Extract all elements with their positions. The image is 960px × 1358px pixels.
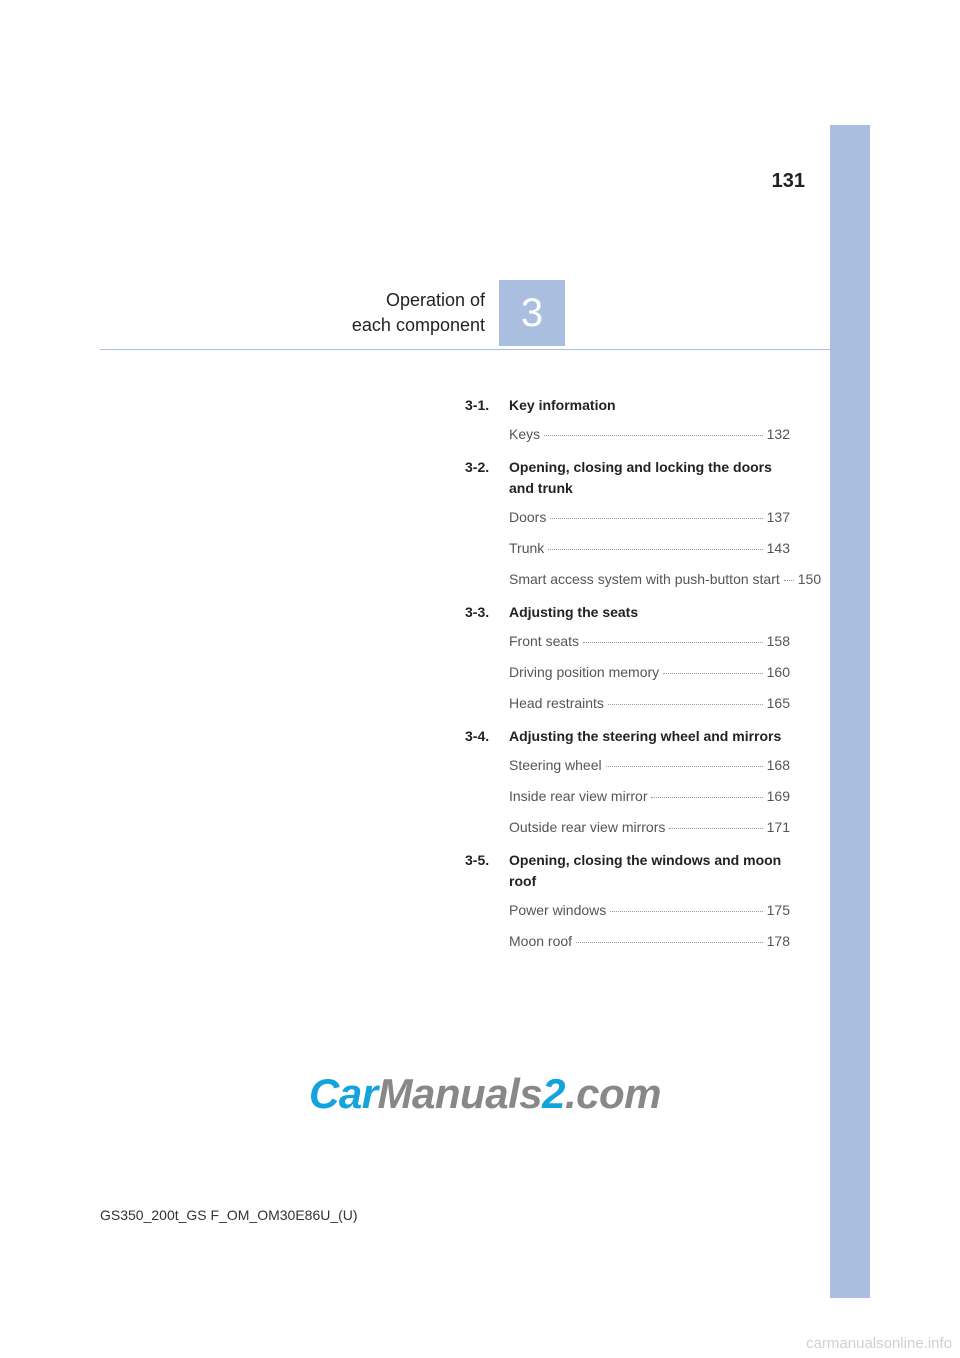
toc-dots — [610, 911, 762, 912]
toc-item-page: 143 — [767, 538, 790, 559]
toc-item: Inside rear view mirror 169 — [509, 786, 790, 807]
toc-item: Keys 132 — [509, 424, 790, 445]
chapter-title-line2: each component — [352, 313, 485, 338]
chapter-number-badge: 3 — [499, 280, 565, 346]
toc-item-page: 178 — [767, 931, 790, 952]
toc-item: Steering wheel 168 — [509, 755, 790, 776]
toc-item-page: 175 — [767, 900, 790, 921]
toc-dots — [784, 580, 794, 581]
toc-item-page: 160 — [767, 662, 790, 683]
toc-section-number: 3-4. — [465, 726, 509, 747]
toc-dots — [669, 828, 762, 829]
toc-item-page: 132 — [767, 424, 790, 445]
toc-section-number: 3-3. — [465, 602, 509, 623]
toc-item: Outside rear view mirrors 171 — [509, 817, 790, 838]
toc-section-title: Key information — [509, 395, 790, 416]
watermark-part-car: Car — [309, 1070, 378, 1117]
toc-item-page: 137 — [767, 507, 790, 528]
toc-item-label: Steering wheel — [509, 755, 602, 776]
toc-item-label: Head restraints — [509, 693, 604, 714]
chapter-title: Operation of each component — [352, 288, 485, 338]
page-number: 131 — [772, 170, 805, 193]
toc-item: Driving position memory 160 — [509, 662, 790, 683]
toc-item-label: Front seats — [509, 631, 579, 652]
toc-item: Moon roof 178 — [509, 931, 790, 952]
side-tab-thumb — [830, 125, 870, 255]
side-tab-column — [830, 255, 870, 1298]
toc-item: Front seats 158 — [509, 631, 790, 652]
toc-dots — [663, 673, 762, 674]
watermark-main: CarManuals2.com — [309, 1070, 661, 1118]
watermark-part-manuals: Manuals — [378, 1070, 543, 1117]
toc-section: 3-1.Key information Keys 132 — [465, 395, 790, 445]
toc-dots — [548, 549, 762, 550]
toc-item-label: Trunk — [509, 538, 544, 559]
toc-section: 3-3.Adjusting the seats Front seats 158 Dri… — [465, 602, 790, 714]
toc-section-header: 3-1.Key information — [465, 395, 790, 416]
toc-section-title: Opening, closing the windows and moon ro… — [509, 850, 790, 892]
toc-item: Head restraints 165 — [509, 693, 790, 714]
toc-section-number: 3-5. — [465, 850, 509, 892]
toc-item-page: 158 — [767, 631, 790, 652]
toc-item-label: Keys — [509, 424, 540, 445]
toc-item-label: Smart access system with push-button sta… — [509, 569, 780, 590]
toc-item: Power windows 175 — [509, 900, 790, 921]
toc-section: 3-2.Opening, closing and locking the doo… — [465, 457, 790, 590]
chapter-header: Operation of each component 3 — [100, 280, 830, 350]
toc-dots — [550, 518, 762, 519]
page-area: 131 Operation of each component 3 3-1.Ke… — [100, 125, 870, 1298]
toc-section-header: 3-4.Adjusting the steering wheel and mir… — [465, 726, 790, 747]
toc-item-page: 150 — [798, 569, 821, 590]
watermark-part-com: .com — [565, 1070, 661, 1117]
toc-item: Smart access system with push-button sta… — [509, 569, 790, 590]
toc-item-label: Doors — [509, 507, 546, 528]
table-of-contents: 3-1.Key informationKeys1323-2.Opening, c… — [465, 395, 790, 964]
watermark-part-two: 2 — [542, 1070, 565, 1117]
toc-item: Doors 137 — [509, 507, 790, 528]
toc-dots — [608, 704, 763, 705]
toc-dots — [651, 797, 762, 798]
chapter-title-line1: Operation of — [352, 288, 485, 313]
toc-item-label: Moon roof — [509, 931, 572, 952]
toc-item-label: Power windows — [509, 900, 606, 921]
toc-item-page: 168 — [767, 755, 790, 776]
toc-item-label: Outside rear view mirrors — [509, 817, 665, 838]
toc-section: 3-5.Opening, closing the windows and moo… — [465, 850, 790, 952]
toc-section: 3-4.Adjusting the steering wheel and mir… — [465, 726, 790, 838]
toc-item-page: 171 — [767, 817, 790, 838]
toc-item-label: Inside rear view mirror — [509, 786, 647, 807]
footer-code: GS350_200t_GS F_OM_OM30E86U_(U) — [100, 1207, 358, 1223]
toc-section-title: Adjusting the steering wheel and mirrors — [509, 726, 790, 747]
toc-dots — [544, 435, 763, 436]
toc-section-title: Adjusting the seats — [509, 602, 790, 623]
toc-dots — [606, 766, 763, 767]
toc-section-number: 3-1. — [465, 395, 509, 416]
toc-dots — [576, 942, 763, 943]
toc-section-header: 3-2.Opening, closing and locking the doo… — [465, 457, 790, 499]
toc-section-header: 3-5.Opening, closing the windows and moo… — [465, 850, 790, 892]
toc-section-title: Opening, closing and locking the doors a… — [509, 457, 790, 499]
toc-section-header: 3-3.Adjusting the seats — [465, 602, 790, 623]
toc-dots — [583, 642, 763, 643]
toc-item-label: Driving position memory — [509, 662, 659, 683]
toc-item-page: 169 — [767, 786, 790, 807]
toc-item-page: 165 — [767, 693, 790, 714]
toc-item: Trunk 143 — [509, 538, 790, 559]
watermark-small: carmanualsonline.info — [806, 1335, 952, 1352]
toc-section-number: 3-2. — [465, 457, 509, 499]
